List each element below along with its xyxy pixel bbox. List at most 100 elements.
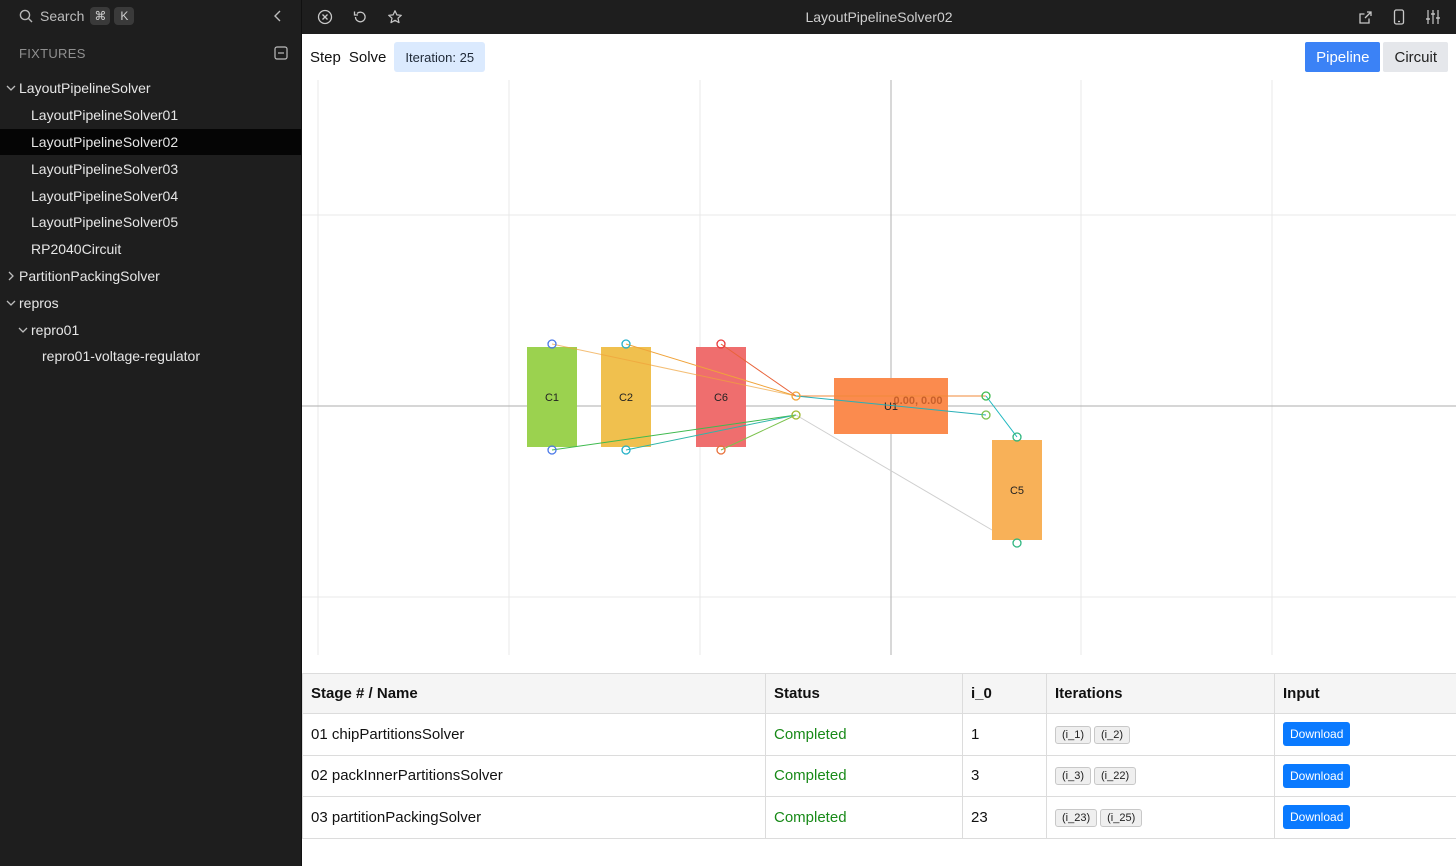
pipeline-stage-table: Stage # / Name Status i_0 Iterations Inp… [302, 673, 1456, 839]
tree-item-layoutpipelinesolver01[interactable]: LayoutPipelineSolver01 [0, 102, 301, 129]
stage-iterations: (i_3) (i_22) [1046, 754, 1275, 797]
tab-circuit[interactable]: Circuit [1383, 42, 1448, 72]
stage-name: 03 partitionPackingSolver [302, 796, 766, 839]
column-header-stage: Stage # / Name [302, 673, 766, 714]
external-link-icon[interactable] [1352, 4, 1378, 30]
top-bar: LayoutPipelineSolver02 [302, 0, 1456, 34]
stage-i0: 23 [962, 796, 1047, 839]
pin [621, 339, 631, 349]
tree-item-repros[interactable]: repros [0, 289, 301, 316]
tree-item-label: LayoutPipelineSolver02 [31, 133, 179, 150]
trace-line [795, 414, 993, 531]
tree-item-label: LayoutPipelineSolver [19, 80, 151, 97]
column-header-i0: i_0 [962, 673, 1047, 714]
iteration-chip[interactable]: (i_23) [1055, 808, 1098, 827]
column-header-iterations: Iterations [1046, 673, 1275, 714]
search-icon [18, 8, 34, 24]
view-tabs: Pipeline Circuit [1305, 42, 1448, 72]
tree-item-partitionpackingsolver[interactable]: PartitionPackingSolver [0, 263, 301, 290]
pin [547, 339, 557, 349]
pin [791, 410, 801, 420]
close-circle-icon[interactable] [312, 4, 338, 30]
stage-status: Completed [765, 796, 963, 839]
tree-item-repro01[interactable]: repro01 [0, 316, 301, 343]
iteration-chip[interactable]: (i_2) [1094, 725, 1131, 744]
chevron-down-icon[interactable] [5, 297, 17, 309]
table-row: 03 partitionPackingSolver Completed 23 (… [302, 796, 1456, 839]
stage-status: Completed [765, 754, 963, 797]
iteration-chip[interactable]: (i_25) [1100, 808, 1143, 827]
iteration-chip[interactable]: (i_3) [1055, 767, 1092, 786]
shortcut-key-k: K [114, 6, 135, 25]
stage-input: Download [1274, 754, 1456, 797]
component-c1[interactable]: C1 [527, 347, 577, 447]
refresh-icon[interactable] [347, 4, 373, 30]
solve-button[interactable]: Solve [348, 48, 387, 66]
component-label: C2 [619, 392, 633, 404]
sliders-icon[interactable] [1420, 4, 1446, 30]
tree-item-layoutpipelinesolver05[interactable]: LayoutPipelineSolver05 [0, 209, 301, 236]
tree-item-repro01-voltage-regulator[interactable]: repro01-voltage-regulator [0, 343, 301, 370]
sidebar: Search ⌘ K FIXTURES LayoutPipelineSolver… [0, 0, 302, 866]
pin [716, 339, 726, 349]
chevron-down-icon[interactable] [17, 324, 29, 336]
tree-item-layoutpipelinesolver[interactable]: LayoutPipelineSolver [0, 75, 301, 102]
star-icon[interactable] [382, 4, 408, 30]
pin [621, 445, 631, 455]
download-button[interactable]: Download [1283, 805, 1351, 830]
collapse-sidebar-button[interactable] [269, 7, 287, 25]
component-label: C5 [1010, 485, 1024, 497]
chevron-right-icon[interactable] [5, 270, 17, 282]
tree-item-label: repros [19, 294, 59, 311]
fixtures-header: FIXTURES [0, 31, 301, 75]
iteration-badge: Iteration: 25 [394, 42, 486, 72]
tree-item-label: LayoutPipelineSolver01 [31, 107, 179, 124]
pin [981, 391, 991, 401]
download-button[interactable]: Download [1283, 763, 1351, 788]
column-header-status: Status [765, 673, 963, 714]
trace-line [551, 343, 797, 397]
tree-item-label: LayoutPipelineSolver04 [31, 187, 179, 204]
trace-line [720, 414, 797, 451]
component-label: U1 [884, 401, 898, 413]
tree-item-label: PartitionPackingSolver [19, 267, 160, 284]
topbar-right-actions [1344, 4, 1446, 30]
trace-lines [551, 343, 1018, 531]
pin [716, 445, 726, 455]
trace-line [985, 395, 1018, 438]
component-label: C1 [545, 392, 559, 404]
tree-item-label: LayoutPipelineSolver03 [31, 160, 179, 177]
tree-item-label: repro01 [31, 321, 80, 338]
fixture-tree: LayoutPipelineSolver LayoutPipelineSolve… [0, 75, 301, 370]
search-label[interactable]: Search [40, 7, 85, 24]
collapse-all-button[interactable] [273, 45, 289, 61]
tree-item-layoutpipelinesolver04[interactable]: LayoutPipelineSolver04 [0, 182, 301, 209]
iteration-chip[interactable]: (i_22) [1094, 767, 1137, 786]
component-c2[interactable]: C2 [601, 347, 651, 447]
search-row[interactable]: Search ⌘ K [0, 0, 301, 31]
table-row: 02 packInnerPartitionsSolver Completed 3… [302, 754, 1456, 797]
trace-line [625, 343, 797, 397]
tree-item-layoutpipelinesolver03[interactable]: LayoutPipelineSolver03 [0, 155, 301, 182]
component-label: C6 [714, 392, 728, 404]
pin [791, 391, 801, 401]
minus-square-icon [274, 46, 288, 60]
pins [547, 339, 1022, 548]
trace-line [720, 343, 797, 397]
stage-status: Completed [765, 713, 963, 756]
iteration-chip[interactable]: (i_1) [1055, 725, 1092, 744]
mobile-icon[interactable] [1386, 4, 1412, 30]
pin [547, 445, 557, 455]
table-row: 01 chipPartitionsSolver Completed 1 (i_1… [302, 713, 1456, 756]
component-c6[interactable]: C6 [696, 347, 746, 447]
chevron-down-icon[interactable] [5, 82, 17, 94]
step-button[interactable]: Step [310, 48, 341, 66]
component-c5[interactable]: C5 [992, 440, 1042, 540]
layout-canvas[interactable]: C1 C2 C6 U1 C5 0.00, 0.00 [302, 80, 1456, 673]
stage-name: 01 chipPartitionsSolver [302, 713, 766, 756]
tab-pipeline[interactable]: Pipeline [1305, 42, 1381, 72]
tree-item-layoutpipelinesolver02[interactable]: LayoutPipelineSolver02 [0, 128, 301, 156]
download-button[interactable]: Download [1283, 722, 1351, 747]
tree-item-rp2040circuit[interactable]: RP2040Circuit [0, 236, 301, 263]
